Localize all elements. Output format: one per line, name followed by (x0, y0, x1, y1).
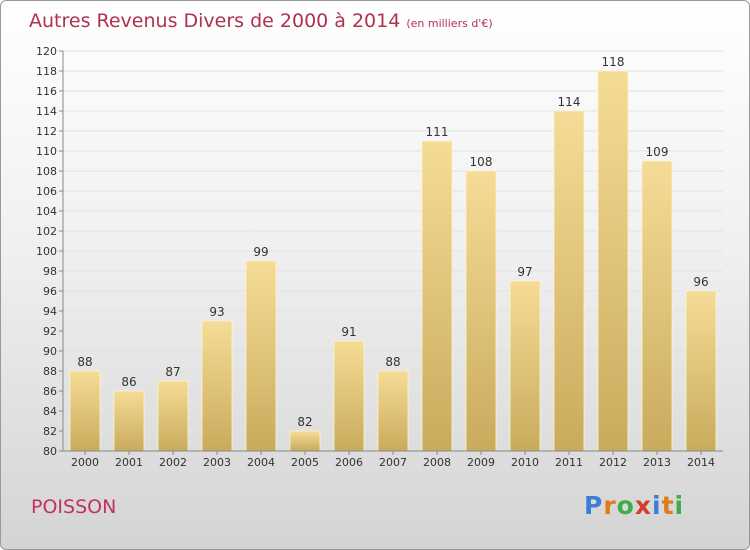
y-tick-label: 84 (43, 405, 57, 418)
x-tick-label: 2010 (511, 456, 539, 469)
logo-letter: o (616, 491, 635, 520)
bar (333, 340, 365, 452)
x-tick-label: 2002 (159, 456, 187, 469)
y-tick-label: 90 (43, 345, 57, 358)
x-tick-label: 2014 (687, 456, 715, 469)
x-tick-label: 2003 (203, 456, 231, 469)
bar-value-label: 86 (121, 375, 136, 389)
bar-value-label: 82 (297, 415, 312, 429)
bar-value-label: 111 (426, 125, 449, 139)
bar (641, 160, 673, 452)
y-tick-label: 110 (36, 145, 57, 158)
bar (597, 70, 629, 452)
x-tick-label: 2001 (115, 456, 143, 469)
bar-value-label: 109 (646, 145, 669, 159)
bar-value-label: 87 (165, 365, 180, 379)
bar (289, 430, 321, 452)
y-tick-label: 80 (43, 445, 57, 458)
bar (157, 380, 189, 452)
x-tick-label: 2007 (379, 456, 407, 469)
bar-value-label: 96 (693, 275, 708, 289)
y-tick-label: 88 (43, 365, 57, 378)
commune-name: POISSON (31, 496, 117, 518)
chart-title: Autres Revenus Divers de 2000 à 2014 (en … (29, 10, 493, 32)
bar-value-label: 88 (77, 355, 92, 369)
x-tick-label: 2013 (643, 456, 671, 469)
x-tick-label: 2006 (335, 456, 363, 469)
bar-value-label: 91 (341, 325, 356, 339)
bar-value-label: 99 (253, 245, 268, 259)
logo-letter: r (603, 491, 617, 520)
y-tick-label: 112 (36, 125, 57, 138)
logo-letter: P (584, 491, 604, 520)
bar-value-label: 108 (470, 155, 493, 169)
bar (465, 170, 497, 452)
y-tick-label: 102 (36, 225, 57, 238)
chart-title-main: Autres Revenus Divers de 2000 à 2014 (29, 10, 401, 32)
bar (113, 390, 145, 452)
bar (685, 290, 717, 452)
axes: 80 82 84 86 88 90 92 94 96 98 100 102 104 106 108 110 11… (36, 45, 723, 469)
y-tick-label: 92 (43, 325, 57, 338)
chart-title-unit: (en milliers d'€) (406, 17, 493, 30)
bar (377, 370, 409, 452)
bar-value-label: 97 (517, 265, 532, 279)
y-tick-label: 94 (43, 305, 57, 318)
y-tick-label: 98 (43, 265, 57, 278)
proxiti-logo: Proxiti (584, 491, 684, 520)
x-tick-label: 2000 (71, 456, 99, 469)
x-tick-label: 2008 (423, 456, 451, 469)
x-tick-label: 2012 (599, 456, 627, 469)
logo-letter: i (674, 491, 685, 520)
y-tick-label: 120 (36, 45, 57, 58)
bar (245, 260, 277, 452)
y-tick-label: 116 (36, 85, 57, 98)
x-tick-label: 2005 (291, 456, 319, 469)
x-tick-label: 2004 (247, 456, 275, 469)
y-tick-label: 86 (43, 385, 57, 398)
bar (553, 110, 585, 452)
y-tick-label: 114 (36, 105, 57, 118)
logo-letter: t (661, 491, 675, 520)
bar-value-label: 93 (209, 305, 224, 319)
bar-value-label: 114 (558, 95, 581, 109)
bars (69, 70, 717, 452)
labels: 88 86 87 93 99 82 91 88 111 108 97 114 118 109 96 (77, 55, 708, 429)
bar-value-label: 88 (385, 355, 400, 369)
bar-value-label: 118 (602, 55, 625, 69)
bar (69, 370, 101, 452)
y-tick-label: 104 (36, 205, 57, 218)
bar (509, 280, 541, 452)
y-tick-label: 106 (36, 185, 57, 198)
bar (421, 140, 453, 452)
y-tick-label: 96 (43, 285, 57, 298)
y-tick-label: 118 (36, 65, 57, 78)
y-tick-label: 82 (43, 425, 57, 438)
bar (201, 320, 233, 452)
x-tick-label: 2011 (555, 456, 583, 469)
y-tick-label: 100 (36, 245, 57, 258)
logo-letter: i (652, 491, 662, 520)
x-tick-label: 2009 (467, 456, 495, 469)
y-tick-label: 108 (36, 165, 57, 178)
logo-letter: x (634, 491, 652, 520)
